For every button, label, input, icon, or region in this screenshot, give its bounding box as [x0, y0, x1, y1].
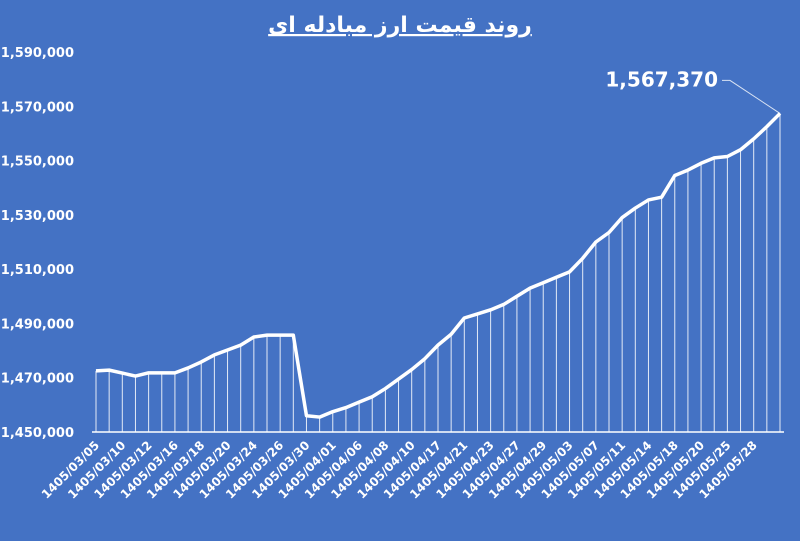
chart-title: روند قیمت ارز مبادله ای — [268, 13, 532, 38]
data-label: 1,567,370 — [605, 67, 718, 91]
y-tick-label: 1,470,000 — [1, 372, 74, 387]
y-tick-label: 1,450,000 — [1, 426, 74, 441]
leader-line — [722, 79, 781, 114]
y-tick-label: 1,570,000 — [1, 100, 74, 115]
y-tick-label: 1,510,000 — [1, 263, 74, 278]
y-tick-label: 1,530,000 — [1, 209, 74, 224]
line — [95, 112, 782, 419]
y-tick-label: 1,490,000 — [1, 317, 74, 332]
y-tick-label: 1,550,000 — [1, 155, 74, 170]
y-tick-label: 1,590,000 — [1, 46, 74, 61]
